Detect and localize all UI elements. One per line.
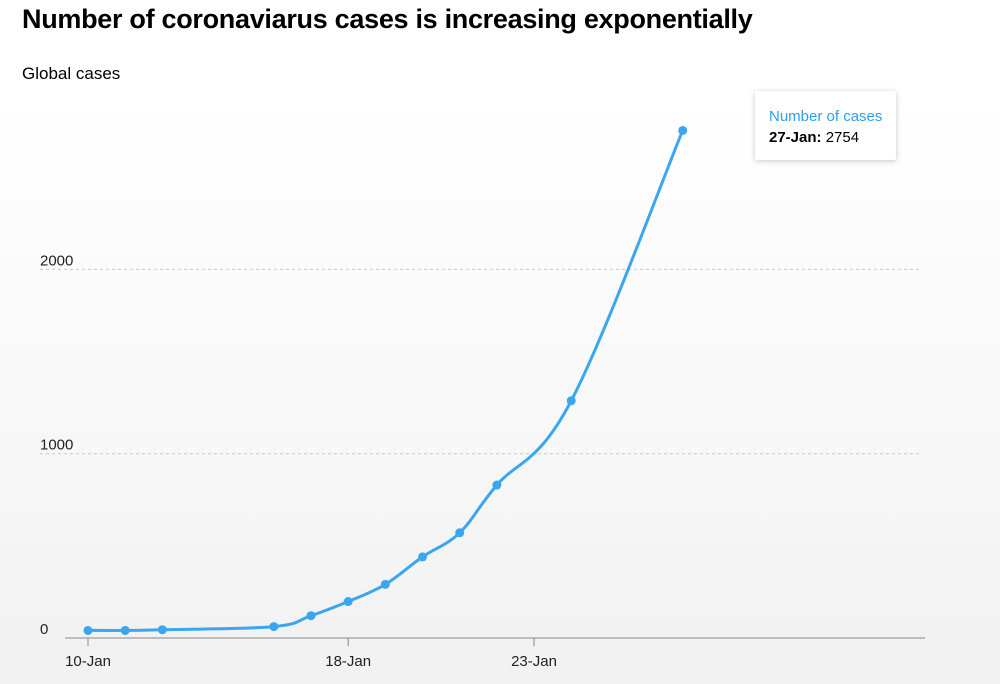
x-tick-label-10-Jan: 10-Jan: [65, 653, 111, 670]
data-point-24-Jan[interactable]: [566, 396, 576, 406]
series-line-number-of-cases: [86, 128, 685, 632]
x-tick-label-18-Jan: 18-Jan: [325, 653, 371, 670]
data-point-10-Jan[interactable]: [83, 625, 93, 635]
data-point-18-Jan[interactable]: [343, 597, 353, 607]
y-tick-label-0: 0: [40, 621, 48, 638]
axes: [65, 637, 925, 646]
data-point-27-Jan[interactable]: [678, 125, 688, 135]
plot-background: [0, 95, 1000, 684]
data-point-16-Jan[interactable]: [269, 622, 279, 632]
data-point-17-Jan[interactable]: [306, 611, 316, 621]
tooltip-row: 27-Jan: 2754: [769, 127, 882, 148]
series-line-layer: [86, 128, 685, 632]
data-point-19-Jan[interactable]: [380, 579, 390, 589]
data-point-22-Jan[interactable]: [492, 480, 502, 490]
data-point-13-Jan[interactable]: [157, 625, 167, 635]
data-point-20-Jan[interactable]: [418, 552, 428, 562]
tick-labels: 0 1000 2000 10-Jan 18-Jan 23-Jan: [40, 252, 557, 670]
data-point-21-Jan[interactable]: [455, 528, 465, 538]
chart-title: Number of coronaviarus cases is increasi…: [22, 4, 753, 34]
data-points: [83, 125, 688, 635]
tooltip-date: 27-Jan:: [769, 129, 822, 146]
y-tick-label-2000: 2000: [40, 252, 73, 269]
gridlines: [40, 268, 922, 455]
tooltip: Number of cases 27-Jan: 2754: [755, 91, 897, 160]
x-tick-label-23-Jan: 23-Jan: [511, 653, 557, 670]
y-tick-label-1000: 1000: [40, 437, 73, 454]
tooltip-value: 2754: [825, 129, 860, 146]
data-point-11-Jan[interactable]: [120, 625, 130, 635]
tooltip-series-name: Number of cases: [769, 108, 883, 125]
chart-subtitle: Global cases: [22, 64, 121, 83]
